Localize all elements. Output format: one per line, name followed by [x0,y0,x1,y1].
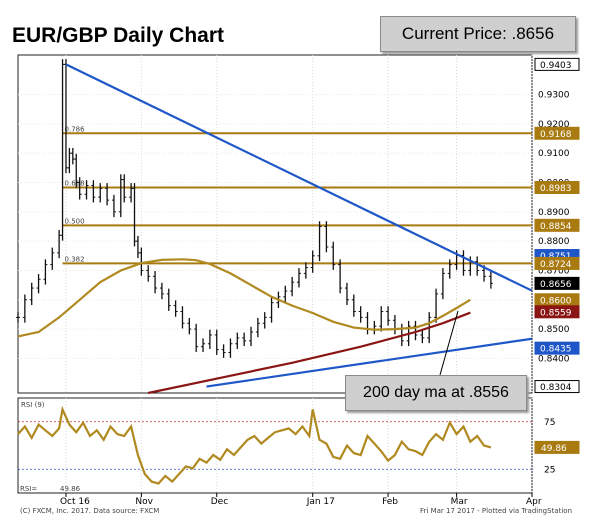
price-tag-label: 0.8656 [540,280,572,290]
price-tag [534,218,580,232]
rsi-panel: RSI (9) RSI= 49.86 [17,397,533,494]
axes: 0.93000.92000.91000.90000.89000.88000.87… [20,57,580,515]
x-tick-label: Mar [451,497,468,507]
price-tick-label: 0.8700 [538,266,570,276]
rsi-line [17,405,492,485]
rsi-plot-frame [17,397,533,494]
price-tick-label: 0.9300 [538,91,570,101]
rsi-value-tag-label: 49.86 [541,444,567,454]
price-tick-label: 0.8800 [538,237,570,247]
price-tag [534,276,580,290]
ma-callout-box: 200 day ma at .8556 [345,375,527,411]
x-tick-label: Nov [135,497,153,507]
resistance-trendline [65,63,533,292]
price-tag-label: 0.8724 [540,260,572,270]
x-tick-label: Apr [526,497,542,507]
callout-pointer [439,310,459,376]
price-tag-label: 0.8559 [540,308,572,318]
price-tag-label: 0.8600 [540,296,572,306]
x-tick-label: Dec [211,497,228,507]
price-tick-label: 0.8400 [538,354,570,364]
fib-level-label: 0.786 [65,125,86,133]
price-tag-label: 0.9403 [540,61,572,71]
price-tag-label: 0.8435 [540,345,572,355]
fib-level-label: 0.500 [65,217,85,225]
footer-right: Fri Mar 17 2017 - Plotted via TradingSta… [420,507,572,515]
rsi-tick-label: 75 [544,418,555,428]
price-tick-label: 0.8500 [538,325,570,335]
ma-50-line [17,258,471,338]
rsi-value-tag [534,440,580,454]
ma-200-line [147,311,471,395]
x-tick-label: Jan 17 [306,497,335,507]
price-tag [534,305,580,319]
price-tag-label: 0.8304 [540,383,572,393]
support-trendline [206,337,533,388]
price-tick-label: 0.9100 [538,149,570,159]
price-tick-label: 0.8900 [538,208,570,218]
current-price-box: Current Price: .8656 [380,16,576,52]
rsi-tick-label: 25 [544,465,555,475]
price-tag-label: 0.9168 [540,130,572,140]
price-tag [534,380,580,394]
price-tick-label: 0.9200 [538,120,570,130]
rsi-label: RSI (9) [21,401,45,409]
x-tick-label: Oct 16 [60,497,90,507]
price-tag [534,256,580,270]
price-tag-label: 0.8983 [540,184,572,194]
price-tag [534,126,580,140]
price-tag [534,181,580,195]
price-plot-frame [17,54,533,394]
price-tag-label: 0.8854 [540,222,572,232]
fib-level-label: 0.618 [65,180,85,188]
price-panel: 0.786 0.618 0.500 0.382 [16,54,533,395]
fib-level-label: 0.382 [65,255,85,263]
rsi-readout-value: 49.86 [60,485,81,493]
chart-title: EUR/GBP Daily Chart [12,24,224,47]
rsi-readout-label: RSI= [20,485,37,493]
footer-left: (C) FXCM, Inc. 2017. Data source: FXCM [20,507,159,515]
price-tag [534,341,580,355]
x-tick-label: Feb [382,497,398,507]
price-tag [534,57,580,71]
